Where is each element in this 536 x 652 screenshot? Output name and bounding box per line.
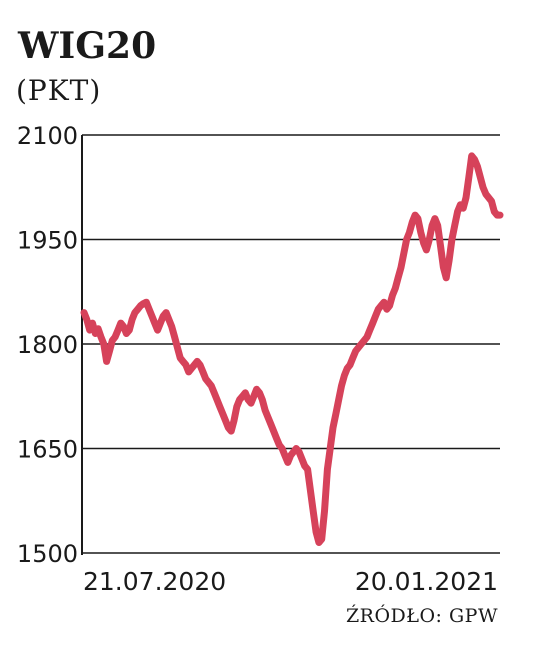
y-tick-label-1950: 1950 (17, 227, 78, 255)
y-tick-label-1650: 1650 (17, 436, 78, 464)
source-label: ŹRÓDŁO: GPW (346, 604, 498, 627)
x-tick-label-start: 21.07.2020 (83, 567, 226, 596)
y-tick-label-1800: 1800 (17, 331, 78, 359)
wig20-series-line (80, 152, 504, 546)
x-tick-label-end: 20.01.2021 (355, 567, 498, 596)
y-tick-label-2100: 2100 (17, 122, 78, 150)
grid-lines (82, 134, 500, 554)
y-tick-label-1500: 1500 (17, 540, 78, 568)
chart-subtitle: (PKT) (16, 74, 101, 107)
y-tick-labels: 2100 1950 1800 1650 1500 (17, 122, 78, 568)
chart-title: WIG20 (17, 25, 156, 67)
